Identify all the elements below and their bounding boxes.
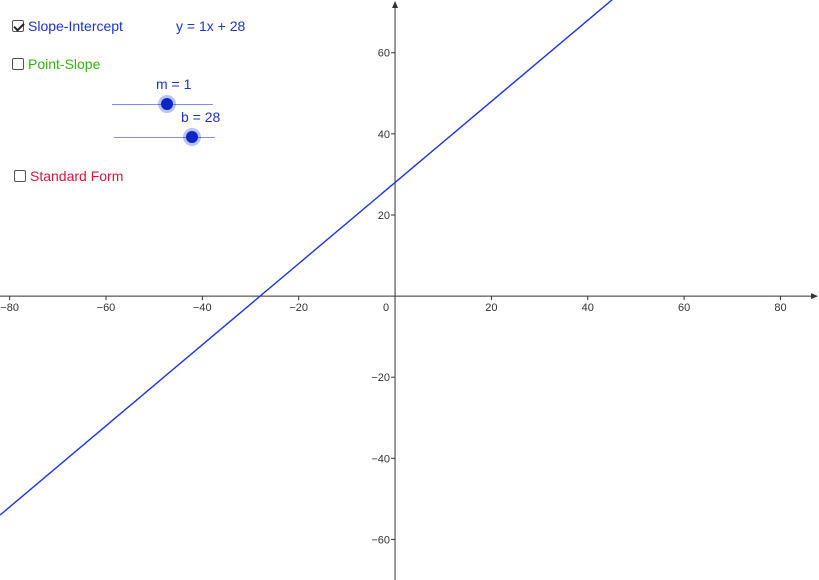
standard-form-label: Standard Form <box>30 168 124 184</box>
x-tick-label: −20 <box>289 302 308 314</box>
line-slope-intercept[interactable] <box>0 0 819 516</box>
y-tick-label: −60 <box>371 534 390 546</box>
y-tick-label: −40 <box>371 453 390 465</box>
slider-b-track[interactable] <box>114 137 215 138</box>
x-tick-label: 60 <box>678 302 690 314</box>
x-axis-arrow-icon <box>811 293 818 300</box>
y-tick-label: 40 <box>378 129 390 141</box>
y-ticks: −60 −40 −20 20 40 60 <box>371 48 396 546</box>
x-tick-label: 20 <box>485 302 497 314</box>
standard-form-checkbox-box[interactable] <box>14 170 26 182</box>
y-tick-label: 60 <box>378 48 390 60</box>
x-tick-label: 80 <box>774 302 786 314</box>
x-tick-label: −40 <box>193 302 212 314</box>
x-tick-label: 40 <box>582 302 594 314</box>
x-tick-label: −80 <box>0 302 19 314</box>
standard-form-checkbox[interactable]: Standard Form <box>14 168 123 184</box>
x-ticks: −80 −60 −40 −20 0 20 40 60 80 <box>0 296 787 314</box>
slope-intercept-checkbox-box[interactable] <box>12 20 24 32</box>
x-tick-label: 0 <box>383 302 389 314</box>
slider-m-label: m = 1 <box>156 76 192 92</box>
point-slope-label: Point-Slope <box>28 56 101 72</box>
slider-m-handle[interactable] <box>161 98 173 110</box>
y-tick-label: −20 <box>371 372 390 384</box>
slider-b-label: b = 28 <box>181 109 221 125</box>
y-tick-label: 20 <box>378 210 390 222</box>
slope-intercept-checkbox[interactable]: Slope-Intercept <box>12 18 123 34</box>
plotted-lines <box>0 0 819 516</box>
slider-b-handle[interactable] <box>186 131 198 143</box>
slope-intercept-label: Slope-Intercept <box>28 18 123 34</box>
y-axis-arrow-icon <box>392 1 399 8</box>
equation-text: y = 1x + 28 <box>176 18 246 34</box>
point-slope-checkbox[interactable]: Point-Slope <box>12 56 100 72</box>
x-tick-label: −60 <box>97 302 116 314</box>
point-slope-checkbox-box[interactable] <box>12 58 24 70</box>
